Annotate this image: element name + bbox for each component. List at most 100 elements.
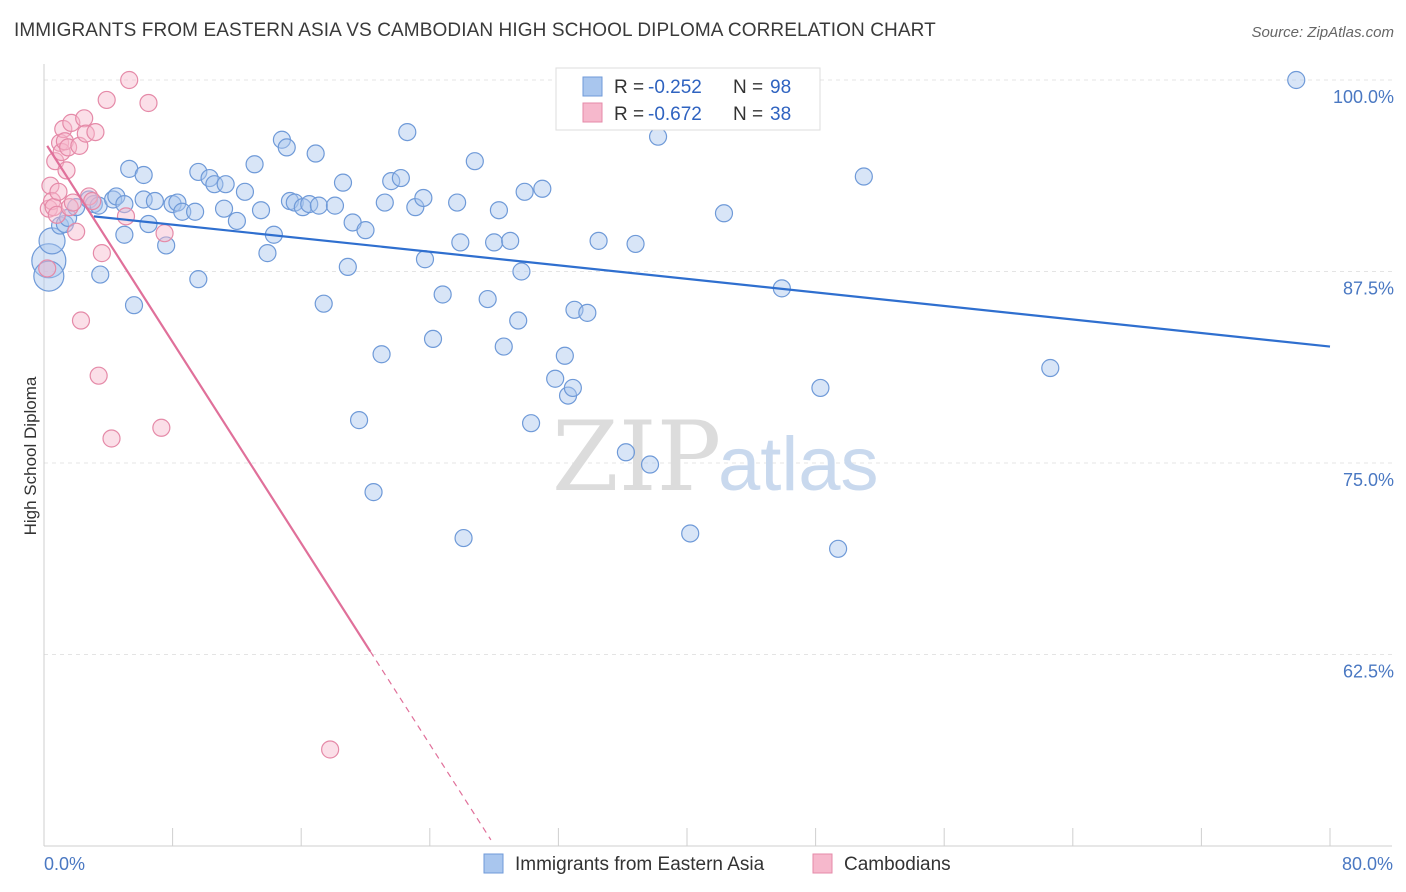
- point-eastern-asia: [333, 173, 353, 192]
- point-eastern-asia: [251, 201, 271, 220]
- point-eastern-asia: [451, 233, 470, 252]
- point-cambodians: [42, 191, 62, 211]
- point-eastern-asia: [124, 296, 144, 315]
- point-cambodians: [97, 90, 116, 110]
- axes: [43, 64, 1392, 847]
- point-eastern-asia: [465, 152, 484, 171]
- point-eastern-asia: [168, 193, 187, 212]
- point-eastern-asia: [214, 199, 234, 218]
- trend-line-cambodians-extension: [369, 651, 492, 841]
- point-eastern-asia: [854, 167, 873, 186]
- legend-swatch-cambodians: [582, 102, 603, 123]
- point-eastern-asia: [414, 188, 433, 208]
- series-legend: Immigrants from Eastern Asia Cambodians: [483, 853, 951, 875]
- legend-n-label: N =: [733, 77, 763, 98]
- bottom-legend-swatch-eastern-asia: [483, 853, 504, 874]
- point-cambodians: [89, 366, 108, 385]
- point-cambodians: [63, 193, 83, 212]
- point-eastern-asia: [306, 144, 325, 163]
- point-eastern-asia: [91, 265, 110, 284]
- point-eastern-asia: [521, 414, 541, 433]
- y-tick-labels: 100.0% 87.5% 75.0% 62.5%: [1333, 87, 1394, 682]
- source-label: Source: ZipAtlas.com: [1251, 24, 1394, 41]
- point-eastern-asia: [489, 201, 509, 220]
- watermark: ZIP atlas: [552, 401, 879, 513]
- point-cambodians: [71, 311, 91, 330]
- point-eastern-asia: [578, 303, 597, 322]
- point-eastern-asia: [145, 191, 165, 211]
- point-cambodians: [49, 182, 68, 201]
- point-eastern-asia: [245, 155, 264, 174]
- x-tick-label: 80.0%: [1342, 854, 1393, 874]
- point-eastern-asia: [338, 257, 357, 277]
- point-eastern-asia: [494, 337, 513, 356]
- trend-line-cambodians: [46, 145, 372, 653]
- point-cambodians: [152, 418, 171, 437]
- point-eastern-asia: [648, 127, 668, 146]
- point-eastern-asia: [829, 539, 848, 558]
- point-eastern-asia: [375, 193, 394, 212]
- point-eastern-asia: [104, 190, 123, 209]
- y-tick-label: 100.0%: [1333, 87, 1394, 107]
- point-eastern-asia: [277, 138, 296, 157]
- point-eastern-asia: [364, 483, 383, 502]
- trend-line-eastern-asia: [93, 215, 1331, 348]
- point-eastern-asia: [134, 165, 153, 185]
- point-cambodians: [155, 224, 174, 243]
- point-eastern-asia: [173, 202, 192, 221]
- legend-r-value-cambodians: -0.672: [648, 104, 702, 125]
- y-tick-label: 62.5%: [1343, 662, 1394, 682]
- data-points: [31, 70, 1306, 759]
- point-eastern-asia: [533, 179, 552, 198]
- point-eastern-asia: [546, 369, 565, 388]
- trend-lines: [46, 145, 1331, 841]
- point-eastern-asia: [314, 294, 333, 313]
- point-cambodians: [102, 429, 121, 448]
- point-eastern-asia: [714, 204, 734, 223]
- bottom-legend-swatch-cambodians: [812, 853, 833, 874]
- point-eastern-asia: [811, 378, 830, 398]
- point-eastern-asia: [485, 233, 504, 252]
- point-eastern-asia: [349, 411, 369, 430]
- y-axis-label: High School Diploma: [21, 376, 40, 535]
- legend-r-value-eastern-asia: -0.252: [648, 77, 702, 98]
- point-eastern-asia: [509, 311, 528, 330]
- point-eastern-asia: [227, 211, 246, 231]
- point-cambodians: [92, 244, 111, 263]
- point-eastern-asia: [115, 225, 134, 244]
- point-eastern-asia: [1287, 70, 1306, 90]
- point-cambodians: [116, 207, 136, 226]
- point-eastern-asia: [501, 231, 520, 250]
- point-eastern-asia: [515, 182, 534, 201]
- point-cambodians: [52, 142, 71, 162]
- point-eastern-asia: [372, 345, 391, 364]
- point-eastern-asia: [478, 289, 497, 309]
- point-eastern-asia: [398, 122, 417, 142]
- point-eastern-asia: [448, 193, 467, 212]
- point-eastern-asia: [512, 262, 531, 281]
- point-eastern-asia: [640, 455, 660, 474]
- point-eastern-asia: [325, 196, 345, 215]
- point-cambodians: [38, 259, 57, 278]
- legend-n-value-eastern-asia: 98: [770, 77, 791, 98]
- x-tick-label: 0.0%: [44, 854, 85, 874]
- point-cambodians: [86, 122, 105, 142]
- legend-r-label: R =: [614, 104, 644, 125]
- point-eastern-asia: [433, 285, 452, 304]
- point-eastern-asia: [200, 168, 219, 188]
- point-cambodians: [139, 93, 158, 113]
- point-eastern-asia: [391, 168, 410, 188]
- point-cambodians: [321, 740, 340, 759]
- point-eastern-asia: [681, 524, 700, 543]
- legend-r-label: R =: [614, 77, 644, 98]
- point-eastern-asia: [423, 329, 443, 349]
- point-eastern-asia: [415, 250, 435, 269]
- legend-n-label: N =: [733, 104, 763, 125]
- point-eastern-asia: [356, 221, 375, 240]
- watermark-atlas: atlas: [718, 422, 879, 507]
- bottom-legend-cambodians: Cambodians: [844, 854, 951, 875]
- point-eastern-asia: [186, 202, 205, 221]
- point-eastern-asia: [309, 196, 328, 215]
- y-tick-label: 87.5%: [1343, 279, 1394, 299]
- point-eastern-asia: [563, 378, 582, 398]
